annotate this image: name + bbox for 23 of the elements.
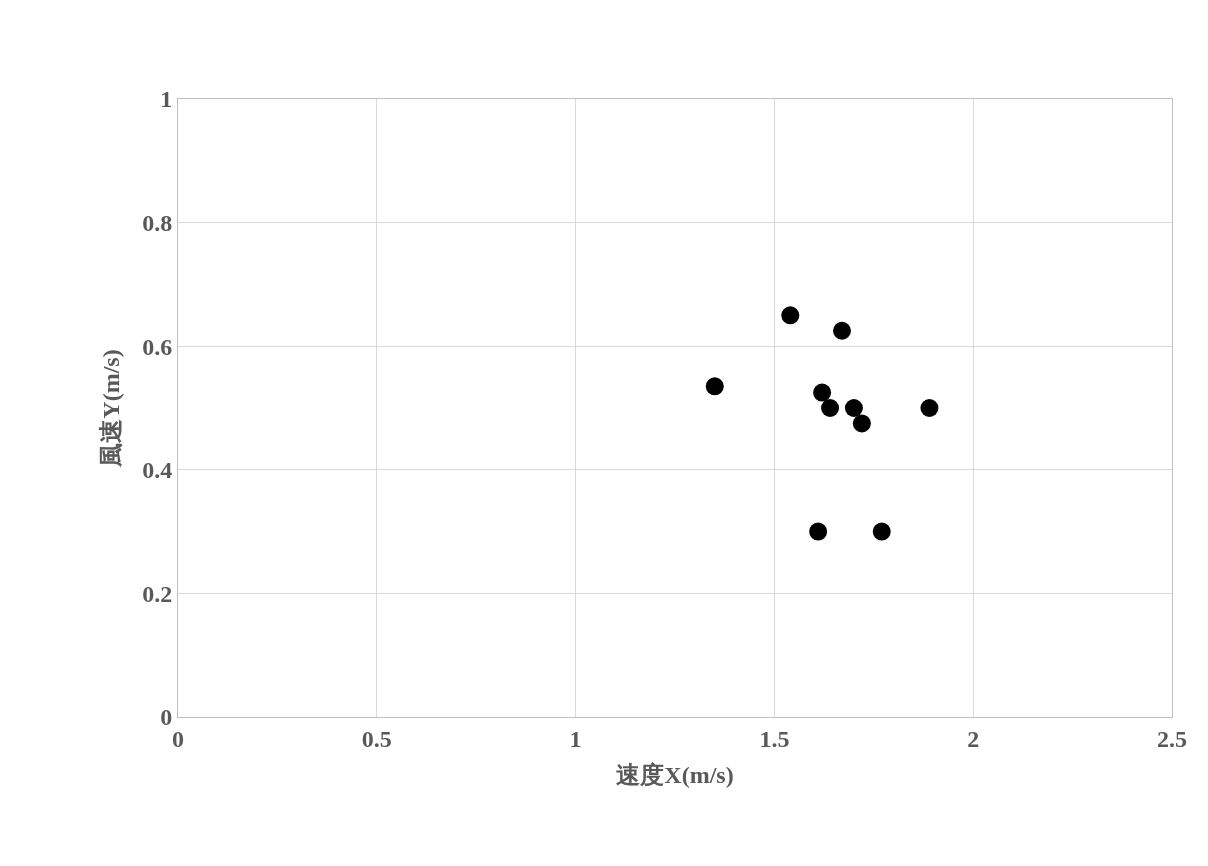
point: [813, 383, 832, 402]
point: [781, 306, 800, 325]
y-tick-label: 0.8: [142, 210, 173, 236]
y-tick-label: 0.2: [142, 580, 173, 607]
y-tick-label: 0: [160, 704, 173, 731]
x-tick-label: 2: [967, 725, 980, 752]
y-axis-title: 風速Y(m/s): [98, 349, 125, 468]
point: [852, 414, 871, 433]
y-tick-label: 1: [160, 86, 173, 113]
y-tick-label: 0.6: [142, 333, 173, 360]
point: [705, 377, 724, 396]
point: [809, 522, 828, 541]
x-tick-label: 2.5: [1157, 725, 1187, 752]
point: [821, 399, 840, 417]
point: [872, 522, 891, 541]
x-tick-label: 1.5: [759, 725, 790, 752]
point: [844, 399, 863, 417]
point: [833, 321, 851, 340]
point: [920, 399, 939, 417]
x-tick-label: 1: [569, 725, 582, 752]
y-tick-label: 0.4: [142, 457, 173, 484]
x-axis-title: 速度X(m/s): [616, 762, 734, 789]
x-tick-label: 0.5: [361, 725, 392, 752]
